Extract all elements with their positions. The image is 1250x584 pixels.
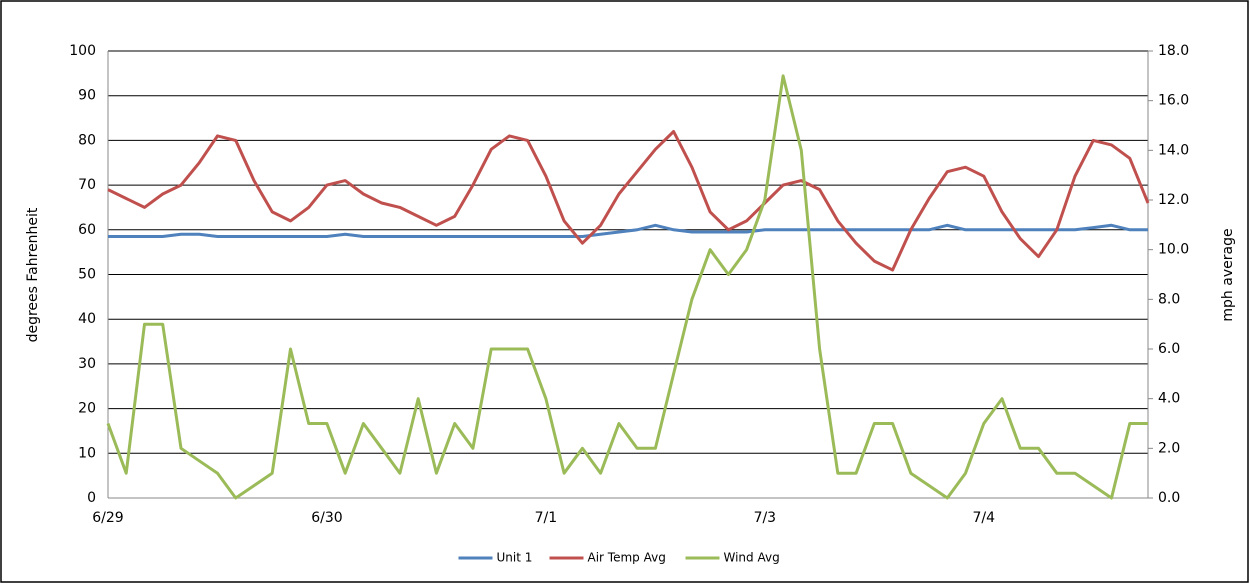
y2-tick-label: 14.0 — [1158, 142, 1189, 158]
y-tick-label: 10 — [78, 445, 96, 461]
y2-axis-label: mph average — [1220, 228, 1236, 321]
legend-label: Unit 1 — [497, 551, 533, 565]
y-axis-label: degrees Fahrenheit — [25, 207, 41, 342]
y2-tick-label: 8.0 — [1158, 291, 1180, 307]
y2-tick-label: 6.0 — [1158, 341, 1180, 357]
series-line — [106, 74, 1148, 500]
y-tick-label: 80 — [78, 132, 96, 148]
x-tick-label: 7/3 — [754, 510, 777, 526]
series-line — [107, 130, 1150, 272]
y2-tick-label: 12.0 — [1158, 192, 1189, 208]
y-tick-label: 30 — [78, 356, 96, 372]
series-line — [108, 223, 1148, 238]
y2-tick-label: 2.0 — [1158, 440, 1180, 456]
legend: Unit 1 Air Temp Avg Wind Avg — [458, 551, 780, 565]
y2-tick-label: 10.0 — [1158, 242, 1189, 258]
x-tick-label: 6/30 — [311, 510, 342, 526]
y-tick-label: 40 — [78, 311, 96, 327]
legend-label: Air Temp Avg — [588, 551, 666, 565]
y-tick-label: 70 — [78, 177, 96, 193]
y-tick-label: 60 — [78, 222, 96, 238]
y-tick-label: 100 — [69, 43, 96, 59]
y2-tick-label: 16.0 — [1158, 93, 1189, 109]
x-tick-label: 7/1 — [535, 510, 558, 526]
y2-tick-label: 18.0 — [1158, 43, 1189, 59]
y-tick-label: 20 — [78, 401, 96, 417]
x-tick-label: 6/29 — [92, 510, 123, 526]
y-tick-label: 50 — [78, 267, 96, 283]
y2-tick-label: 4.0 — [1158, 391, 1180, 407]
legend-label: Wind Avg — [724, 551, 780, 565]
y-tick-label: 0 — [87, 490, 96, 506]
y2-tick-label: 0.0 — [1158, 490, 1180, 506]
y-tick-label: 90 — [78, 88, 96, 104]
x-tick-label: 7/4 — [973, 510, 996, 526]
